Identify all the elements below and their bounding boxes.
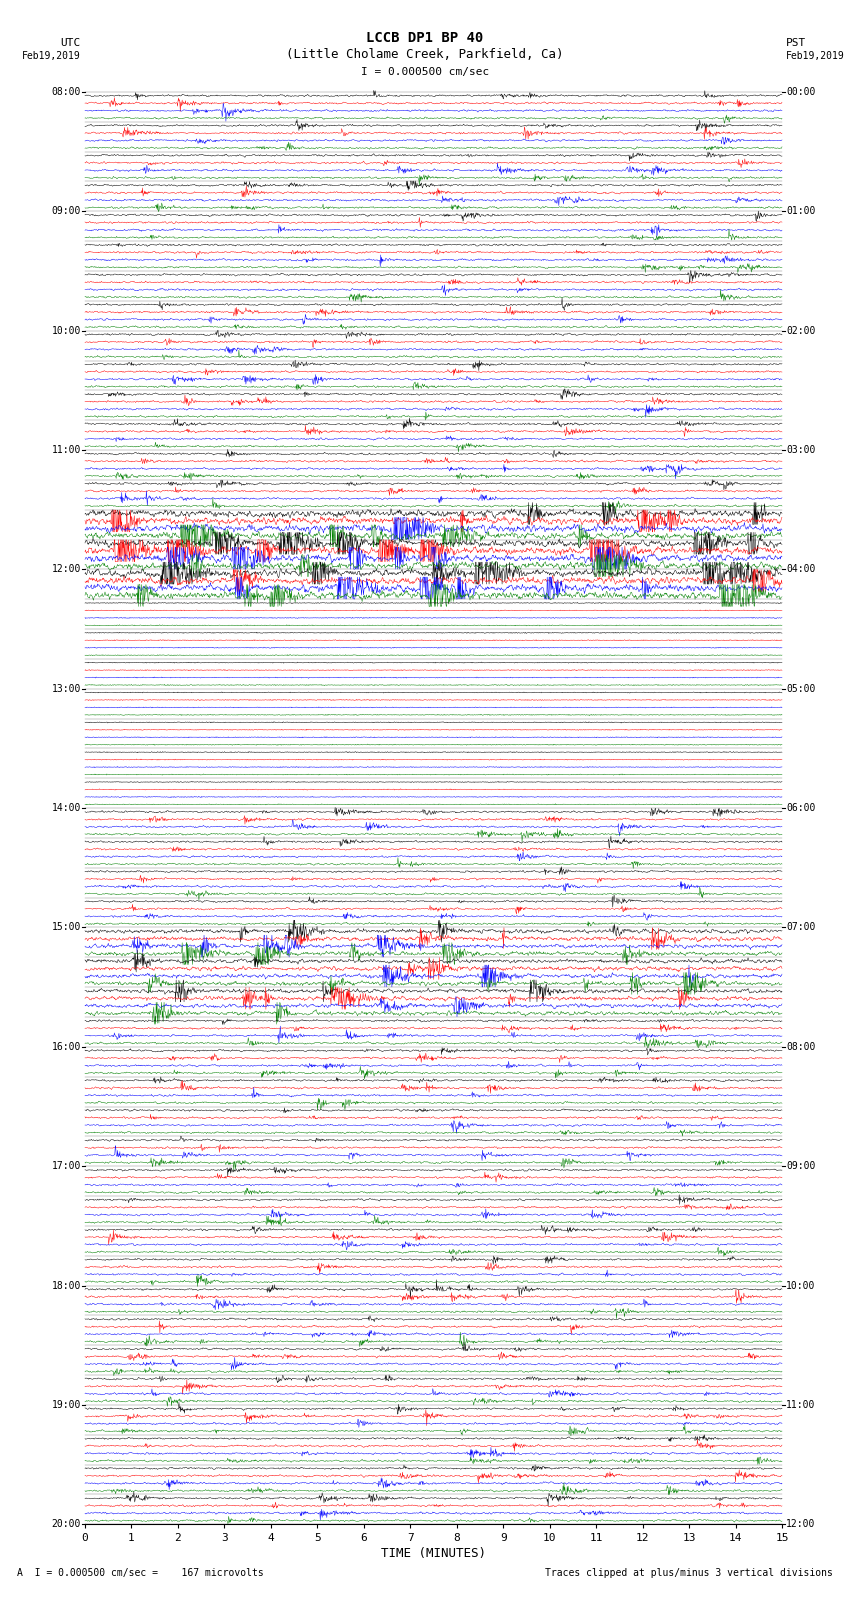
Text: A  I = 0.000500 cm/sec =    167 microvolts: A I = 0.000500 cm/sec = 167 microvolts — [17, 1568, 264, 1578]
Text: UTC: UTC — [60, 39, 81, 48]
Text: Feb19,2019: Feb19,2019 — [786, 52, 845, 61]
Text: 12:00: 12:00 — [51, 565, 81, 574]
Text: Traces clipped at plus/minus 3 vertical divisions: Traces clipped at plus/minus 3 vertical … — [545, 1568, 833, 1578]
Text: 04:00: 04:00 — [786, 565, 816, 574]
Text: 20:00: 20:00 — [51, 1519, 81, 1529]
Text: 15:00: 15:00 — [51, 923, 81, 932]
Text: 10:00: 10:00 — [51, 326, 81, 336]
Text: 19:00: 19:00 — [51, 1400, 81, 1410]
Text: 11:00: 11:00 — [51, 445, 81, 455]
Text: 01:00: 01:00 — [786, 206, 816, 216]
Text: 09:00: 09:00 — [51, 206, 81, 216]
Text: 03:00: 03:00 — [786, 445, 816, 455]
Text: 13:00: 13:00 — [51, 684, 81, 694]
Text: 11:00: 11:00 — [786, 1400, 816, 1410]
Text: 06:00: 06:00 — [786, 803, 816, 813]
Text: 18:00: 18:00 — [51, 1281, 81, 1290]
Text: LCCB DP1 BP 40: LCCB DP1 BP 40 — [366, 31, 484, 45]
Text: PST: PST — [786, 39, 807, 48]
Text: I = 0.000500 cm/sec: I = 0.000500 cm/sec — [361, 68, 489, 77]
Text: 08:00: 08:00 — [51, 87, 81, 97]
Text: 09:00: 09:00 — [786, 1161, 816, 1171]
Text: 00:00: 00:00 — [786, 87, 816, 97]
Text: 12:00: 12:00 — [786, 1519, 816, 1529]
Text: 05:00: 05:00 — [786, 684, 816, 694]
Text: 10:00: 10:00 — [786, 1281, 816, 1290]
Text: Feb19,2019: Feb19,2019 — [22, 52, 81, 61]
X-axis label: TIME (MINUTES): TIME (MINUTES) — [381, 1547, 486, 1560]
Text: 07:00: 07:00 — [786, 923, 816, 932]
Text: 08:00: 08:00 — [786, 1042, 816, 1052]
Text: 14:00: 14:00 — [51, 803, 81, 813]
Text: 02:00: 02:00 — [786, 326, 816, 336]
Text: (Little Cholame Creek, Parkfield, Ca): (Little Cholame Creek, Parkfield, Ca) — [286, 48, 564, 61]
Text: 17:00: 17:00 — [51, 1161, 81, 1171]
Text: 16:00: 16:00 — [51, 1042, 81, 1052]
